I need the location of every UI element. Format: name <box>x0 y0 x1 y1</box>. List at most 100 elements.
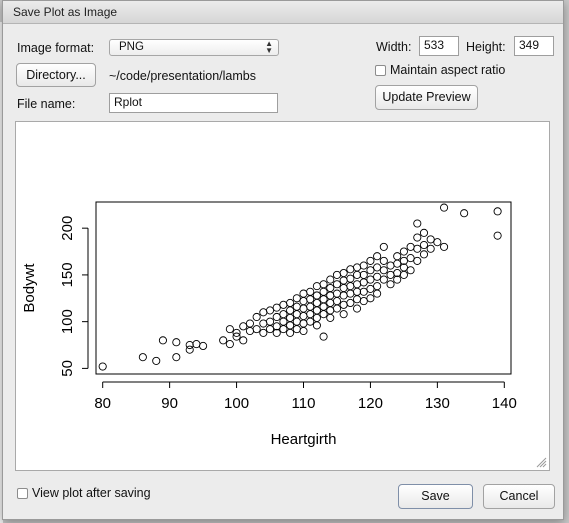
data-point <box>272 312 281 322</box>
view-after-saving-checkbox[interactable] <box>17 488 28 499</box>
data-point <box>379 242 388 251</box>
data-point <box>279 300 288 309</box>
data-point <box>373 289 382 298</box>
data-point <box>326 306 335 315</box>
data-point <box>326 283 335 293</box>
plot-frame <box>95 201 512 375</box>
data-point <box>292 317 301 326</box>
height-input[interactable]: 349 <box>514 36 554 56</box>
data-point <box>359 287 368 296</box>
data-point <box>286 313 295 322</box>
data-point <box>192 340 201 349</box>
data-point <box>352 295 362 304</box>
data-point <box>346 274 355 283</box>
data-point <box>440 242 449 251</box>
resize-grip-icon[interactable] <box>535 456 547 468</box>
data-point <box>366 256 375 265</box>
data-point <box>386 261 395 270</box>
x-tick-label: 140 <box>492 395 517 412</box>
image-format-value: PNG <box>119 41 144 53</box>
data-point <box>366 284 375 293</box>
data-point <box>286 306 295 315</box>
data-point <box>373 252 382 261</box>
data-point <box>413 244 422 253</box>
data-point <box>419 240 429 250</box>
data-point <box>346 265 355 274</box>
data-point <box>319 302 328 311</box>
data-point <box>346 289 355 298</box>
data-point <box>332 280 342 289</box>
data-point <box>299 297 308 306</box>
data-point <box>359 261 368 270</box>
data-point <box>239 322 248 331</box>
data-point <box>152 356 161 365</box>
data-point <box>379 266 388 275</box>
directory-button[interactable]: Directory... <box>16 63 96 87</box>
data-point <box>406 242 415 251</box>
data-point <box>413 256 422 265</box>
data-point <box>299 326 308 336</box>
data-point <box>366 294 375 303</box>
data-point <box>286 298 295 308</box>
data-point <box>386 270 395 279</box>
data-point <box>312 313 321 322</box>
cancel-button[interactable]: Cancel <box>483 484 555 509</box>
file-name-label: File name: <box>17 97 76 111</box>
file-name-input[interactable]: Rplot <box>109 93 278 113</box>
data-point <box>232 332 241 341</box>
data-point <box>352 270 362 279</box>
data-point <box>312 282 321 291</box>
maintain-aspect-checkbox[interactable] <box>375 65 386 76</box>
data-point <box>292 310 301 319</box>
data-point <box>306 295 315 304</box>
data-point <box>265 306 275 315</box>
data-point <box>352 287 362 296</box>
x-axis-label: Heartgirth <box>271 431 337 448</box>
data-point <box>185 345 194 354</box>
data-point <box>326 275 335 284</box>
data-point <box>332 289 342 298</box>
background-window-edge <box>0 22 3 523</box>
data-point <box>319 310 328 319</box>
data-point <box>440 203 449 212</box>
data-point <box>225 340 234 349</box>
width-input[interactable]: 533 <box>419 36 459 56</box>
data-point <box>306 287 315 296</box>
data-point <box>406 254 415 263</box>
data-point <box>373 282 382 291</box>
data-point <box>286 321 295 330</box>
data-point <box>299 311 308 321</box>
data-point <box>426 235 435 244</box>
y-tick-label: 150 <box>59 262 76 287</box>
data-point <box>319 280 328 289</box>
data-point <box>185 340 194 350</box>
image-format-select[interactable]: PNG ▲ ▼ <box>109 39 279 56</box>
data-point <box>306 310 315 319</box>
data-point <box>413 219 422 228</box>
x-tick-label: 80 <box>94 395 111 412</box>
title-bar[interactable]: Save Plot as Image <box>3 1 563 24</box>
data-point <box>339 276 348 285</box>
data-point <box>172 338 181 347</box>
update-preview-button[interactable]: Update Preview <box>375 85 478 110</box>
data-point <box>352 304 362 313</box>
data-point <box>379 256 388 265</box>
data-point <box>352 280 362 289</box>
data-point <box>259 308 268 317</box>
data-point <box>332 297 342 306</box>
data-point <box>393 252 402 261</box>
data-point <box>259 319 268 328</box>
save-button[interactable]: Save <box>398 484 473 509</box>
data-point <box>433 238 442 247</box>
data-point <box>319 295 328 304</box>
data-point <box>252 325 261 334</box>
data-point <box>419 250 429 259</box>
data-point <box>339 300 348 309</box>
y-tick-label: 200 <box>59 216 76 241</box>
data-point <box>493 207 502 216</box>
data-point <box>426 244 435 253</box>
data-point <box>312 321 321 330</box>
data-point <box>138 353 147 362</box>
y-axis-label: Bodywt <box>21 263 38 313</box>
